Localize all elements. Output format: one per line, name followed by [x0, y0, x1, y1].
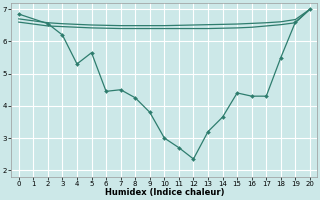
X-axis label: Humidex (Indice chaleur): Humidex (Indice chaleur)	[105, 188, 224, 197]
